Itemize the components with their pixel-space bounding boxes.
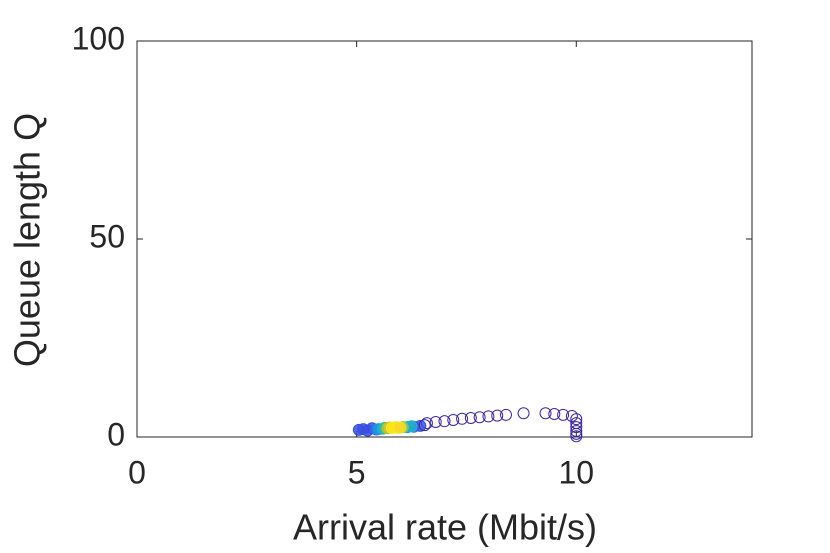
plot-area [136, 40, 753, 438]
scatter-point [447, 413, 460, 426]
scatter-point [570, 430, 583, 443]
y-axis-label: Queue length Q [7, 113, 48, 367]
scatter-point [418, 419, 431, 432]
scatter-point [548, 408, 561, 421]
scatter-point [500, 408, 512, 421]
scatter-point [565, 410, 578, 423]
x-tick-label: 10 [558, 454, 594, 490]
y-tick-label: 0 [107, 416, 125, 452]
scatter-point [539, 407, 552, 420]
y-tick-label: 100 [72, 20, 125, 56]
x-tick-label: 5 [348, 454, 366, 490]
scatter-point [491, 409, 504, 422]
x-axis-label: Arrival rate (Mbit/s) [293, 507, 597, 548]
scatter-point [570, 421, 583, 434]
x-tick-label: 0 [128, 454, 146, 490]
scatter-point [517, 407, 530, 420]
scatter-point [570, 425, 583, 438]
scatter-point [456, 412, 469, 425]
scatter-point [473, 411, 486, 424]
scatter-point [464, 411, 477, 424]
scatter-point [394, 421, 407, 434]
scatter-point [438, 415, 451, 428]
scatter-point [557, 408, 570, 421]
scatter-point [429, 415, 442, 428]
scatter-point [570, 413, 583, 426]
scatter-point [482, 410, 495, 423]
y-tick-label: 50 [89, 218, 125, 254]
